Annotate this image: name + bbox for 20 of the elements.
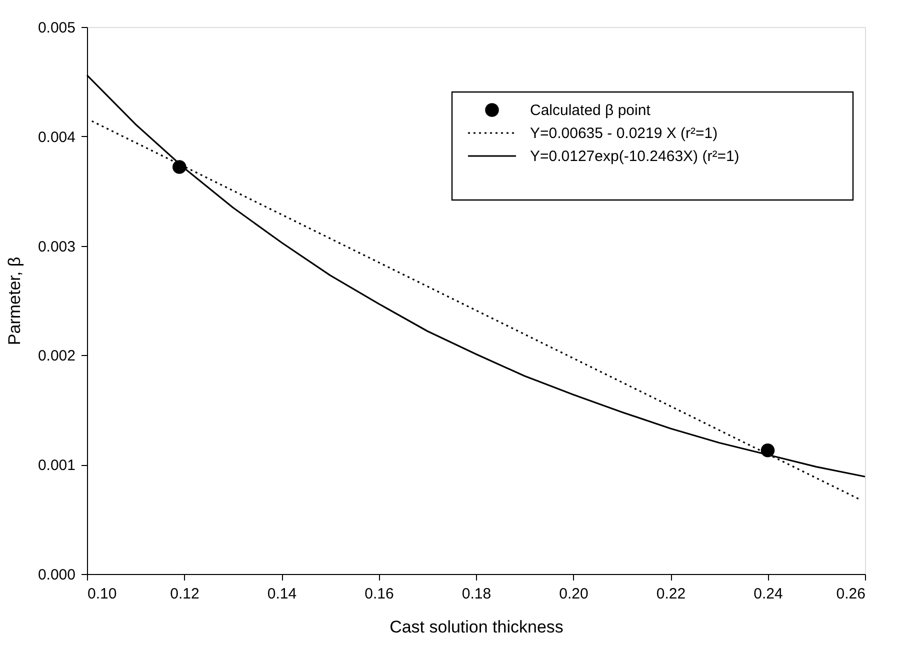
- y-tick-label: 0.003: [38, 238, 76, 256]
- x-tick-label: 0.16: [364, 586, 394, 602]
- y-tick-label: 0.001: [38, 457, 76, 474]
- legend-label: Y=0.0127exp(-10.2463X) (r²=1): [530, 148, 740, 165]
- x-tick-label: 0.14: [267, 586, 297, 602]
- x-tick-label: 0.18: [462, 586, 492, 602]
- legend-label: Calculated β point: [530, 102, 652, 119]
- legend-label: Y=0.00635 - 0.0219 X (r²=1): [530, 125, 718, 142]
- x-tick-label: 0.12: [170, 586, 200, 602]
- y-tick-label: 0.002: [38, 348, 76, 365]
- x-axis-title: Cast solution thickness: [390, 618, 564, 636]
- y-tick-label: 0.005: [38, 20, 76, 36]
- x-tick-label: 0.20: [559, 586, 588, 602]
- y-tick-label: 0.000: [38, 566, 76, 584]
- y-tick-label: 0.004: [38, 128, 76, 146]
- y-axis-title: Parmeter, β: [4, 256, 24, 346]
- x-tick-label: 0.10: [88, 586, 117, 602]
- x-tick-label: 0.24: [754, 586, 783, 602]
- x-tick-label: 0.22: [656, 586, 686, 602]
- x-tick-label: 0.26: [836, 586, 866, 602]
